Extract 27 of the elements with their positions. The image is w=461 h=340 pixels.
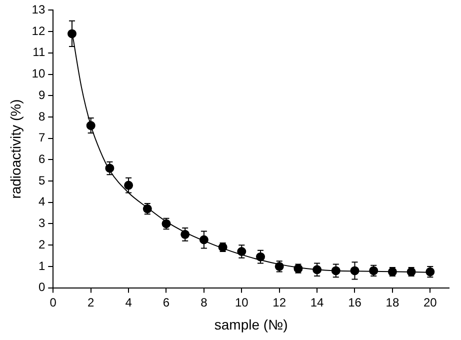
x-tick-label: 0	[50, 295, 57, 310]
x-tick-label: 16	[348, 295, 362, 310]
x-tick-label: 8	[200, 295, 208, 310]
y-tick-label: 2	[38, 237, 46, 252]
y-tick-label: 5	[38, 173, 46, 188]
y-tick-label: 12	[32, 24, 46, 38]
x-tick-label: 10	[234, 295, 249, 310]
x-tick-label: 14	[310, 295, 324, 310]
x-tick-label: 12	[272, 295, 286, 310]
x-tick-label: 20	[423, 295, 438, 310]
y-tick-label: 1	[38, 258, 46, 273]
y-axis-title: radioactivity (%)	[7, 99, 24, 199]
y-tick-label: 0	[38, 280, 46, 294]
y-tick-label: 4	[38, 194, 46, 209]
x-axis-title: sample (№)	[214, 316, 288, 332]
x-tick-label: 4	[125, 295, 132, 310]
y-tick-label: 11	[32, 45, 46, 60]
y-tick-label: 7	[38, 130, 46, 145]
y-tick-label: 8	[38, 109, 46, 124]
y-tick-label: 13	[32, 2, 46, 17]
y-tick-label: 6	[38, 152, 46, 166]
y-tick-label: 9	[38, 88, 46, 102]
y-tick-label: 10	[32, 66, 46, 81]
x-tick-label: 18	[386, 295, 400, 310]
x-tick-label: 6	[162, 295, 170, 310]
x-tick-label: 2	[88, 295, 95, 310]
y-tick-label: 3	[38, 216, 46, 230]
